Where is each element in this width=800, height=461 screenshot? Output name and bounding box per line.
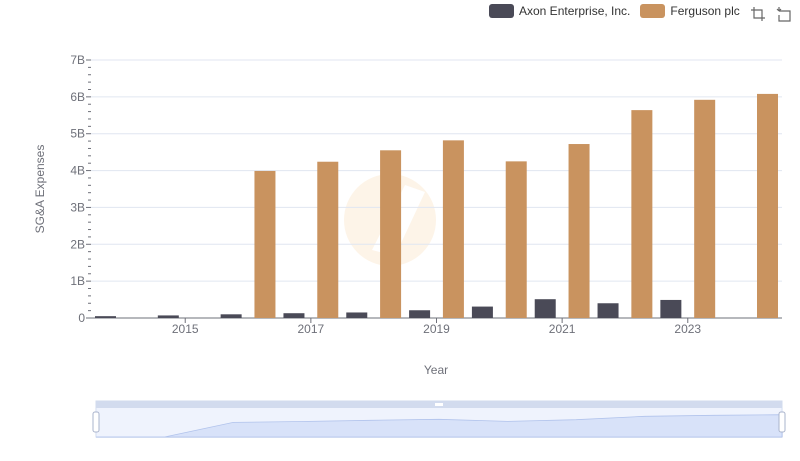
y-tick-label: 6B [70, 90, 85, 104]
x-tick-label: 2015 [172, 322, 199, 336]
y-tick-label: 4B [70, 164, 85, 178]
x-tick-label: 2021 [549, 322, 576, 336]
slider-handle-left[interactable] [92, 411, 100, 433]
bar-axon[interactable] [534, 299, 556, 318]
zoom-reset-icon[interactable] [776, 6, 792, 22]
y-tick-label: 1B [70, 274, 85, 288]
legend-swatch-axon [489, 4, 514, 18]
y-tick-label: 7B [70, 53, 85, 67]
legend-label-axon: Axon Enterprise, Inc. [519, 4, 631, 18]
x-axis-title: Year [424, 363, 448, 377]
x-tick-label: 2023 [674, 322, 701, 336]
bar-axon[interactable] [660, 299, 682, 318]
bar-ferguson[interactable] [694, 99, 716, 318]
grid-lines [91, 59, 782, 282]
bar-ferguson[interactable] [505, 161, 527, 318]
bar-axon[interactable] [471, 306, 493, 318]
x-axis: 2015 2017 2019 2021 2023 [91, 317, 782, 336]
slider-grip[interactable] [435, 403, 443, 406]
legend-swatch-ferguson [640, 4, 666, 18]
slider-handle-right[interactable] [778, 411, 786, 433]
legend-item-ferguson[interactable]: Ferguson plc [640, 4, 740, 18]
bar-axon[interactable] [95, 316, 116, 318]
data-zoom-slider[interactable] [92, 400, 786, 438]
bar-ferguson[interactable] [442, 140, 464, 318]
y-tick-label: 5B [70, 127, 85, 141]
bar-ferguson[interactable] [254, 170, 276, 318]
bar-ferguson[interactable] [317, 161, 339, 318]
bar-axon[interactable] [346, 312, 368, 318]
bar-axon[interactable] [157, 315, 179, 318]
legend-item-axon[interactable]: Axon Enterprise, Inc. [489, 4, 630, 18]
bar-axon[interactable] [220, 314, 242, 318]
y-tick-label: 3B [70, 200, 85, 214]
bar-ferguson[interactable] [631, 110, 653, 318]
bar-axon[interactable] [409, 310, 431, 318]
bar-axon[interactable] [597, 303, 619, 318]
y-tick-label: 2B [70, 237, 85, 251]
y-axis: 0 1B 2B 3B 4B 5B 6B 7B [70, 53, 91, 325]
legend: Axon Enterprise, Inc. Ferguson plc [489, 4, 750, 18]
y-axis-title: SG&A Expenses [33, 145, 47, 234]
x-tick-label: 2019 [423, 322, 450, 336]
y-tick-label: 0 [78, 311, 85, 325]
slider-selection [96, 408, 782, 437]
toolbox [748, 6, 792, 22]
data-zoom-icon[interactable] [750, 6, 766, 22]
bar-axon[interactable] [283, 313, 305, 318]
bar-ferguson[interactable] [380, 150, 402, 318]
bars [95, 93, 778, 318]
bar-ferguson[interactable] [757, 93, 778, 318]
bar-ferguson[interactable] [568, 144, 590, 318]
x-tick-label: 2017 [298, 322, 325, 336]
legend-label-ferguson: Ferguson plc [670, 4, 740, 18]
